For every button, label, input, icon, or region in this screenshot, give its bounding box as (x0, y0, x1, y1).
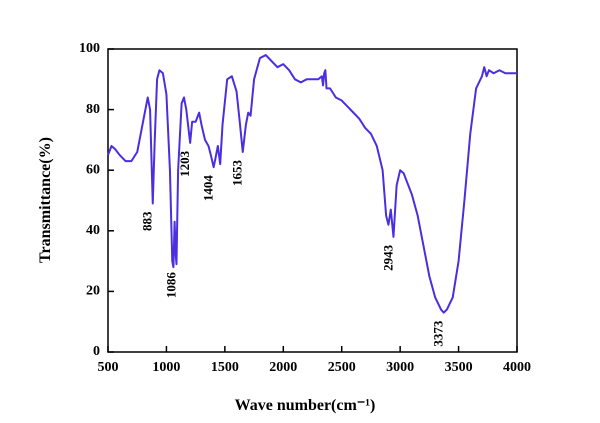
x-tick-label: 4000 (503, 360, 531, 375)
x-tick-label: 3000 (386, 360, 414, 375)
x-tick-label: 500 (98, 360, 119, 375)
peak-label: 1404 (201, 175, 216, 202)
y-tick-label: 20 (86, 284, 100, 299)
x-tick-label: 3500 (445, 360, 473, 375)
plot-frame (107, 48, 518, 353)
x-tick-label: 2000 (269, 360, 297, 375)
peak-label: 1086 (163, 272, 178, 299)
peak-label: 2943 (380, 244, 395, 270)
peak-label: 1203 (177, 150, 192, 177)
x-tick-label: 2500 (328, 360, 356, 375)
y-tick-label: 100 (79, 41, 100, 56)
spectrum-line (107, 54, 517, 314)
peak-label: 883 (140, 211, 155, 231)
y-tick-label: 40 (86, 223, 100, 238)
y-tick-label: 80 (86, 102, 100, 117)
x-tick-label: 1000 (152, 360, 180, 375)
y-axis-label: Transmittance(%) (37, 137, 54, 263)
y-tick-label: 60 (86, 162, 100, 177)
y-tick-label: 0 (93, 344, 100, 359)
x-axis-label: Wave number(cm⁻¹) (235, 397, 376, 414)
peak-label: 3373 (431, 320, 446, 347)
peak-label: 1653 (230, 160, 245, 187)
x-tick-label: 1500 (211, 360, 239, 375)
